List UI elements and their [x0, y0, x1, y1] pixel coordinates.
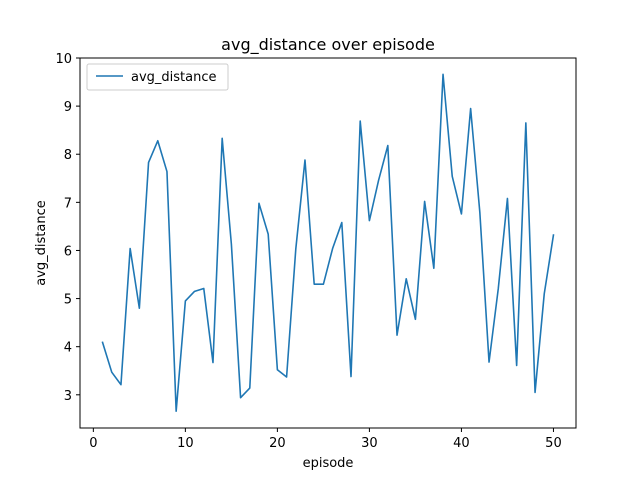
- x-tick-label: 40: [453, 436, 470, 451]
- y-tick-label: 6: [64, 244, 72, 259]
- legend-box: [86, 63, 229, 91]
- legend: avg_distance: [86, 63, 229, 91]
- chart-title: avg_distance over episode: [221, 35, 435, 55]
- x-tick-label: 30: [361, 436, 378, 451]
- x-tick-label: 10: [177, 436, 194, 451]
- y-tick-label: 7: [64, 196, 72, 211]
- y-axis-ticks: 3 4 5 6 7 8 9 10: [55, 52, 80, 404]
- series-layer: [101, 73, 555, 412]
- x-axis-label: episode: [303, 456, 354, 471]
- x-axis-ticks: 0 10 20 30 40 50: [89, 428, 562, 451]
- y-tick-label: 8: [64, 148, 72, 163]
- plot-area-frame: [79, 57, 577, 429]
- x-tick-label: 20: [269, 436, 286, 451]
- x-tick-label: 50: [545, 436, 562, 451]
- series-line-avg-distance: [101, 73, 555, 412]
- legend-label-avg-distance: avg_distance: [131, 70, 217, 85]
- y-tick-label: 10: [55, 52, 72, 67]
- y-tick-label: 4: [64, 341, 72, 356]
- y-tick-label: 9: [64, 100, 72, 115]
- y-tick-label: 5: [64, 293, 72, 308]
- y-axis-label: avg_distance: [34, 200, 49, 286]
- x-tick-label: 0: [89, 436, 97, 451]
- y-tick-label: 3: [64, 389, 72, 404]
